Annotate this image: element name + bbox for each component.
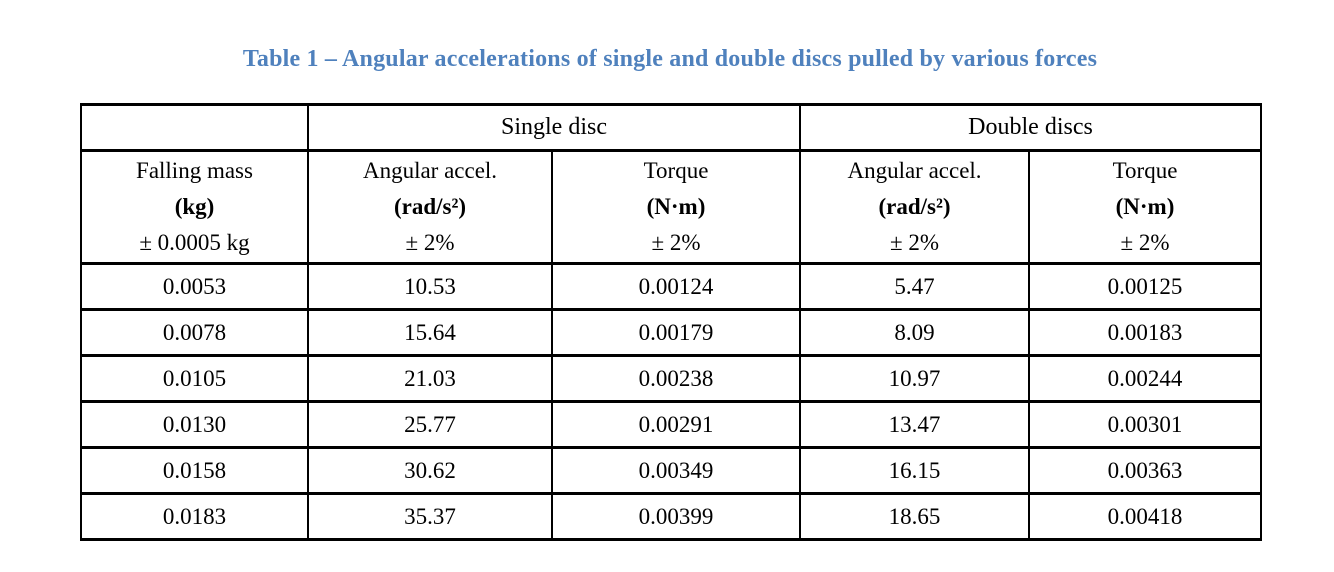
data-table: Single disc Double discs Falling mass (k…	[80, 103, 1262, 541]
header-uncertainty: ± 0.0005 kg	[139, 230, 250, 255]
header-uncertainty: ± 2%	[889, 230, 940, 255]
header-label: Torque	[643, 158, 709, 183]
cell-falling-mass: 0.0105	[80, 354, 309, 403]
cell-double-torque: 0.00363	[1028, 446, 1262, 495]
group-header-double-discs: Double discs	[799, 103, 1262, 152]
cell-falling-mass: 0.0158	[80, 446, 309, 495]
column-header-row: Falling mass (kg) ± 0.0005 kg Angular ac…	[80, 149, 1262, 265]
cell-single-torque: 0.00238	[551, 354, 801, 403]
cell-single-torque: 0.00291	[551, 400, 801, 449]
cell-double-torque: 0.00244	[1028, 354, 1262, 403]
cell-double-angular-accel: 16.15	[799, 446, 1030, 495]
cell-single-angular-accel: 15.64	[307, 308, 553, 357]
cell-double-torque: 0.00183	[1028, 308, 1262, 357]
header-uncertainty: ± 2%	[651, 230, 701, 255]
cell-single-angular-accel: 21.03	[307, 354, 553, 403]
group-header-row: Single disc Double discs	[80, 103, 1262, 152]
cell-double-angular-accel: 18.65	[799, 492, 1030, 541]
cell-falling-mass: 0.0130	[80, 400, 309, 449]
corner-cell	[80, 103, 309, 152]
cell-single-angular-accel: 30.62	[307, 446, 553, 495]
cell-double-angular-accel: 5.47	[799, 262, 1030, 311]
header-unit: (N·m)	[1115, 194, 1175, 219]
cell-double-torque: 0.00418	[1028, 492, 1262, 541]
cell-double-angular-accel: 13.47	[799, 400, 1030, 449]
header-label: Angular accel.	[362, 158, 498, 183]
table-row: 0.0158 30.62 0.00349 16.15 0.00363	[80, 446, 1262, 495]
cell-double-angular-accel: 8.09	[799, 308, 1030, 357]
table-row: 0.0183 35.37 0.00399 18.65 0.00418	[80, 492, 1262, 541]
table-caption: Table 1 – Angular accelerations of singl…	[242, 46, 1098, 72]
column-header-falling-mass: Falling mass (kg) ± 0.0005 kg	[80, 149, 309, 265]
cell-double-torque: 0.00125	[1028, 262, 1262, 311]
cell-single-angular-accel: 35.37	[307, 492, 553, 541]
header-uncertainty: ± 2%	[405, 230, 455, 255]
header-label: Angular accel.	[847, 158, 982, 183]
header-uncertainty: ± 2%	[1120, 230, 1170, 255]
table-row: 0.0130 25.77 0.00291 13.47 0.00301	[80, 400, 1262, 449]
cell-single-torque: 0.00349	[551, 446, 801, 495]
header-unit: (rad/s²)	[393, 194, 467, 219]
column-header-double-angular-accel: Angular accel. (rad/s²) ± 2%	[799, 149, 1030, 265]
header-label: Torque	[1112, 158, 1178, 183]
cell-double-angular-accel: 10.97	[799, 354, 1030, 403]
column-header-single-angular-accel: Angular accel. (rad/s²) ± 2%	[307, 149, 553, 265]
cell-single-torque: 0.00124	[551, 262, 801, 311]
column-header-single-torque: Torque (N·m) ± 2%	[551, 149, 801, 265]
cell-single-angular-accel: 25.77	[307, 400, 553, 449]
header-unit: (kg)	[174, 194, 215, 219]
table-row: 0.0105 21.03 0.00238 10.97 0.00244	[80, 354, 1262, 403]
cell-falling-mass: 0.0183	[80, 492, 309, 541]
table-row: 0.0053 10.53 0.00124 5.47 0.00125	[80, 262, 1262, 311]
table-row: 0.0078 15.64 0.00179 8.09 0.00183	[80, 308, 1262, 357]
header-unit: (rad/s²)	[878, 194, 951, 219]
header-unit: (N·m)	[646, 194, 706, 219]
column-header-double-torque: Torque (N·m) ± 2%	[1028, 149, 1262, 265]
header-label: Falling mass	[136, 158, 253, 183]
cell-single-angular-accel: 10.53	[307, 262, 553, 311]
cell-single-torque: 0.00179	[551, 308, 801, 357]
cell-single-torque: 0.00399	[551, 492, 801, 541]
cell-falling-mass: 0.0078	[80, 308, 309, 357]
group-header-single-disc: Single disc	[307, 103, 801, 152]
cell-double-torque: 0.00301	[1028, 400, 1262, 449]
cell-falling-mass: 0.0053	[80, 262, 309, 311]
